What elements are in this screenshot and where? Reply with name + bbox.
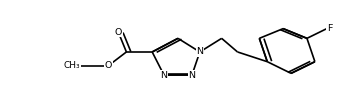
Text: N: N bbox=[196, 47, 203, 56]
Text: CH₃: CH₃ bbox=[63, 61, 80, 70]
Text: F: F bbox=[327, 24, 332, 33]
Text: N: N bbox=[188, 71, 196, 80]
Text: O: O bbox=[105, 61, 112, 70]
Text: N: N bbox=[161, 71, 167, 80]
Text: O: O bbox=[115, 28, 122, 37]
